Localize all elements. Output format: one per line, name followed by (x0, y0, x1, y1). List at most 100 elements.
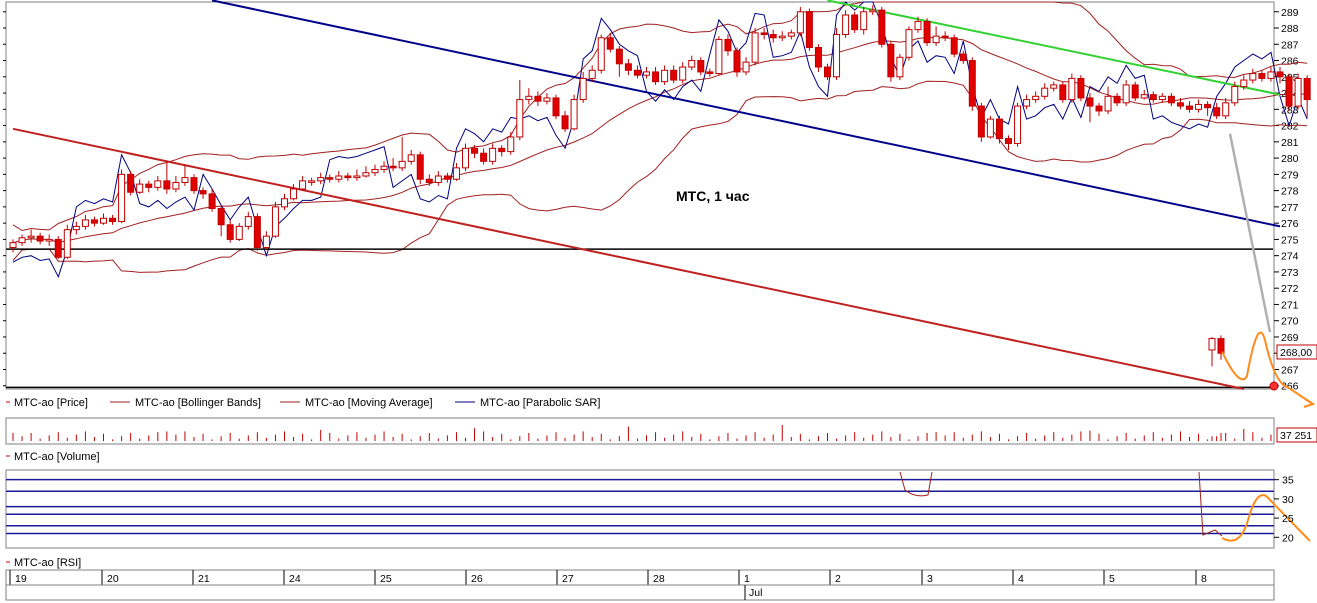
parabolic-sar-line (12, 1, 1308, 279)
candle-body (525, 95, 533, 101)
candle-body (416, 154, 424, 180)
candle-body (18, 237, 26, 244)
candle-body (199, 190, 207, 195)
candle-body (1240, 79, 1248, 88)
candle-body (552, 97, 560, 117)
x-tick-label: 25 (380, 573, 392, 585)
candle-body (253, 216, 261, 249)
candle-body (63, 229, 71, 258)
rsi-tick-label: 30 (1282, 494, 1294, 506)
candle-body (516, 99, 524, 138)
volume-bars (12, 425, 1308, 441)
volume-panel-title: MTC-ao [Volume] (14, 451, 100, 463)
candle-body (353, 175, 361, 179)
candle-body (661, 69, 669, 83)
rsi-tick-label: 25 (1282, 513, 1294, 525)
candle-body (1059, 84, 1067, 101)
x-tick-label: 19 (15, 573, 27, 585)
candle-body (633, 69, 641, 76)
candle-body (1249, 73, 1257, 81)
candle-body (507, 136, 515, 153)
candle-body (262, 235, 270, 249)
candle-body (805, 11, 813, 49)
y-tick-label: 280 (1281, 153, 1299, 165)
candle-body (1104, 95, 1112, 112)
candle-body (643, 71, 650, 76)
rsi-levels (6, 471, 1311, 542)
x-tick-label: 24 (289, 573, 301, 585)
candle-body (606, 37, 614, 50)
candle-body (561, 115, 569, 130)
rsi-axis: 20 25 30 35 (1274, 475, 1294, 544)
candle-body (534, 95, 542, 102)
candle-body (208, 193, 216, 210)
x-tick-label: 3 (927, 573, 933, 585)
candle-body (1176, 102, 1184, 107)
candle-body (72, 225, 80, 231)
candle-body (172, 181, 180, 190)
candle-body (597, 37, 605, 71)
x-tick-label: 21 (198, 573, 210, 585)
y-tick-label: 279 (1281, 169, 1299, 181)
x-tick-label: 27 (562, 573, 574, 585)
candle-body (670, 69, 678, 81)
candle-body (959, 53, 967, 62)
candle-body (1204, 103, 1212, 109)
x-tick-label: 2 (835, 573, 841, 585)
horizontal-levels (6, 248, 1273, 389)
candle-body (824, 66, 831, 78)
candle-body (100, 217, 107, 224)
candle-body (308, 180, 316, 183)
candle-body (652, 71, 660, 83)
candle-body (679, 66, 687, 81)
candle-body (425, 178, 433, 183)
legend-parabolic-sar: MTC-ao [Parabolic SAR] (480, 397, 600, 409)
candle-body (1231, 86, 1239, 104)
candle-body (742, 61, 750, 73)
candle-body (54, 238, 62, 258)
y-tick-label: 274 (1281, 251, 1299, 263)
y-tick-label: 289 (1281, 7, 1299, 19)
legend-bollinger: MTC-ao [Bollinger Bands] (135, 397, 261, 409)
trendline (827, 0, 1281, 96)
candle-body (1077, 77, 1085, 99)
candle-body (118, 173, 126, 223)
candle-body (299, 180, 307, 190)
candle-body (842, 14, 850, 36)
candle-body (90, 219, 98, 224)
x-tick-label: 28 (653, 573, 665, 585)
candle-body (371, 168, 379, 174)
candle-body (344, 175, 352, 179)
level-marker-icon (1269, 381, 1279, 391)
volume-panel-frame (5, 417, 1275, 445)
legend: MTC-ao [Price] MTC-ao [Bollinger Bands] … (6, 397, 600, 409)
x-tick-label: 20 (107, 573, 119, 585)
candle-body (995, 118, 1003, 140)
candle-body (914, 21, 922, 31)
candle-body (9, 242, 17, 249)
legend-moving-average: MTC-ao [Moving Average] (305, 397, 433, 409)
y-tick-label: 271 (1281, 299, 1299, 311)
candle-body (796, 11, 804, 34)
candle-body (36, 235, 44, 242)
x-tick-label: 5 (1109, 573, 1115, 585)
x-axis-month-label: Jul (749, 587, 762, 599)
candle-body (489, 147, 497, 162)
candle-body (317, 177, 325, 182)
rsi-tick-label: 35 (1282, 475, 1294, 487)
candle-body (1208, 338, 1216, 351)
forecast-line (1221, 331, 1313, 405)
candle-body (1149, 94, 1157, 101)
candle-body (1167, 95, 1175, 104)
candle-body (1068, 77, 1076, 101)
candle-body (833, 34, 841, 78)
candle-body (724, 38, 732, 52)
candle-body (1222, 102, 1230, 117)
candle-body (697, 60, 705, 73)
y-tick-label: 288 (1281, 23, 1299, 35)
forecast-arrow-icon (1303, 398, 1316, 408)
candle-body (1267, 71, 1275, 79)
candle-body (154, 180, 162, 188)
bollinger-upper-line (12, 1, 1308, 232)
